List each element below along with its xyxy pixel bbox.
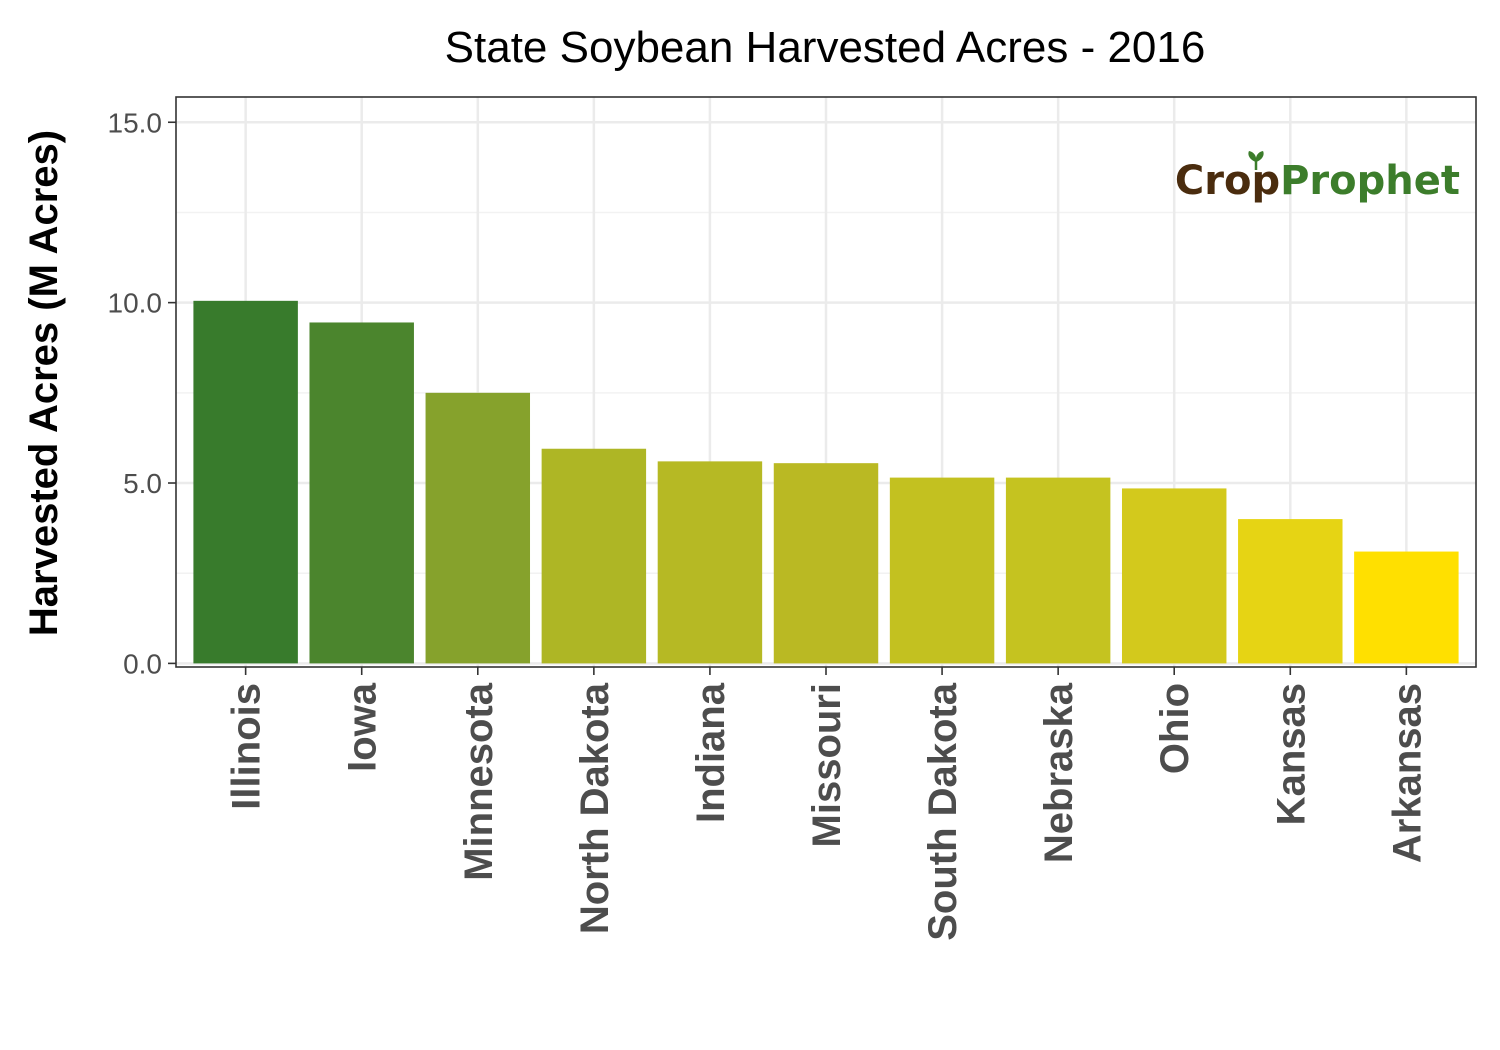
y-tick-label: 15.0 <box>108 107 163 138</box>
bar-kansas <box>1238 519 1343 664</box>
bar-arkansas <box>1354 551 1459 664</box>
x-tick-label: South Dakota <box>921 682 965 941</box>
x-tick-label: North Dakota <box>573 682 617 934</box>
bar-north-dakota <box>541 448 647 664</box>
x-tick-label: Arkansas <box>1385 683 1429 863</box>
y-axis-ticks: 0.0 5.0 10.0 15.0 <box>108 107 176 679</box>
x-tick-label: Minnesota <box>457 682 501 881</box>
x-tick-label: Indiana <box>689 682 733 823</box>
bar-south-dakota <box>889 477 995 664</box>
y-tick-label: 10.0 <box>108 288 163 319</box>
bar-nebraska <box>1005 477 1111 664</box>
bar-minnesota <box>425 392 531 664</box>
x-tick-label: Kansas <box>1269 683 1313 825</box>
cropprophet-logo: CropProphet <box>1175 151 1460 204</box>
bar-iowa <box>309 322 414 664</box>
plot-panel <box>175 96 1477 668</box>
bar-missouri <box>773 463 879 664</box>
x-tick-label: Iowa <box>341 682 385 772</box>
logo-text: CropProphet <box>1175 158 1460 204</box>
y-tick-label: 0.0 <box>123 648 162 679</box>
x-tick-label: Nebraska <box>1037 682 1081 863</box>
bars <box>193 300 1459 664</box>
bar-illinois <box>193 300 298 664</box>
y-tick-label: 5.0 <box>123 468 162 499</box>
chart-title: State Soybean Harvested Acres - 2016 <box>445 23 1206 72</box>
sprout-icon <box>1248 151 1264 170</box>
y-axis-label: Harvested Acres (M Acres) <box>22 130 66 636</box>
bar-indiana <box>657 461 763 664</box>
x-tick-label: Ohio <box>1153 683 1197 774</box>
bar-ohio <box>1121 488 1227 664</box>
x-tick-label: Illinois <box>225 683 269 810</box>
x-tick-label: Missouri <box>805 683 849 847</box>
x-axis-ticks: Illinois Iowa Minnesota North Dakota Indiana… <box>225 667 1429 941</box>
